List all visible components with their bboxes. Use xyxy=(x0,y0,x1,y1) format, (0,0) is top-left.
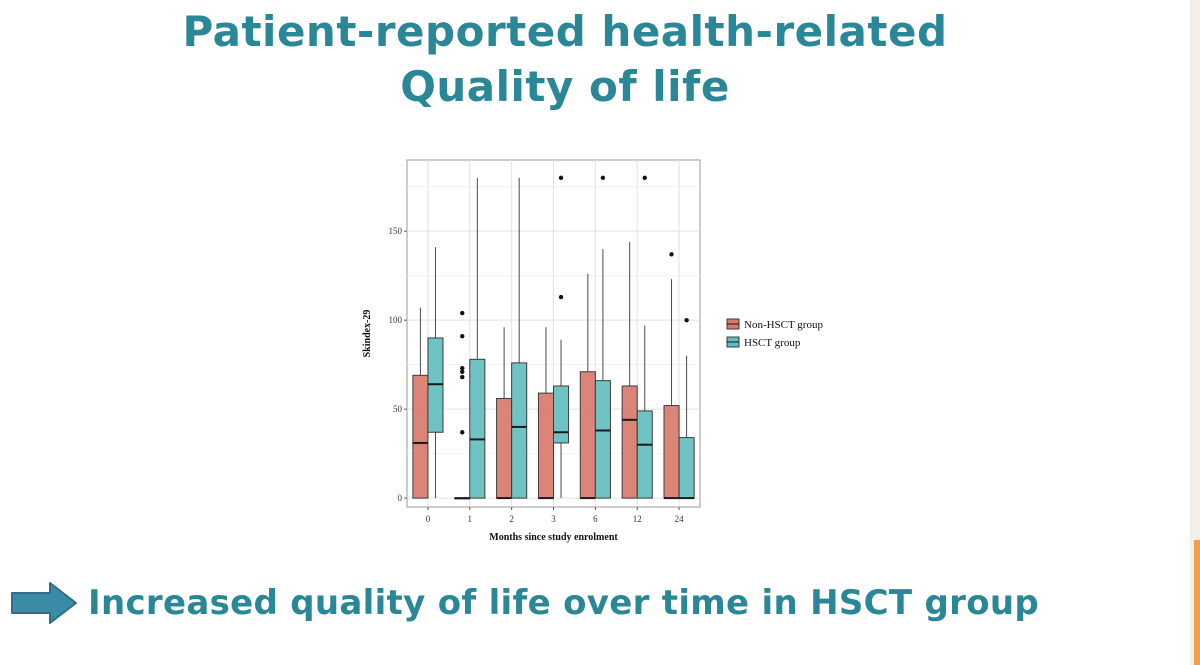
x-tick-label: 1 xyxy=(468,514,473,524)
outlier-point xyxy=(460,430,465,435)
box-iqr xyxy=(537,392,554,499)
box-iqr xyxy=(579,371,596,499)
legend-item-non-hsct: Non-HSCT group xyxy=(726,318,823,331)
non-hsct-box-6 xyxy=(579,273,596,500)
outlier-point xyxy=(460,374,465,380)
x-tick-label: 2 xyxy=(509,514,513,524)
box-iqr xyxy=(511,362,528,499)
y-tick-label: 100 xyxy=(389,315,403,325)
hsct-box-0 xyxy=(427,247,444,499)
slide-title-line-2: Quality of life xyxy=(400,62,730,111)
non-hsct-box-0 xyxy=(412,307,429,499)
hsct-box-12 xyxy=(636,175,653,499)
x-tick-label: 3 xyxy=(551,514,556,524)
x-tick-label: 6 xyxy=(593,514,598,524)
box-iqr xyxy=(594,380,611,499)
outlier-point xyxy=(600,175,606,180)
right-edge-strip xyxy=(1190,0,1200,665)
legend-label: HSCT group xyxy=(744,337,801,349)
box-iqr xyxy=(636,410,653,499)
hsct-box-6 xyxy=(594,175,611,499)
outlier-point xyxy=(460,333,465,339)
hsct-box-2 xyxy=(511,177,528,499)
hsct-box-3 xyxy=(553,175,570,499)
hsct-box-1 xyxy=(469,177,486,499)
y-tick-label: 0 xyxy=(398,493,403,503)
outlier-point xyxy=(642,175,647,180)
non-hsct-box-24 xyxy=(663,252,680,500)
legend-label: Non-HSCT group xyxy=(744,319,823,331)
non-hsct-box-2 xyxy=(496,327,513,500)
hsct-box-24 xyxy=(678,317,695,500)
outlier-point xyxy=(460,310,465,316)
box-iqr xyxy=(678,437,695,499)
non-hsct-box-3 xyxy=(537,327,554,500)
box-iqr xyxy=(663,405,680,499)
takeaway: Increased quality of life over time in H… xyxy=(10,578,1130,628)
non-hsct-box-12 xyxy=(621,241,638,499)
x-axis-title: Months since study enrolment xyxy=(489,532,618,543)
y-axis-title: Skindex-29 xyxy=(362,310,373,358)
outlier-point xyxy=(558,175,564,180)
x-tick-label: 24 xyxy=(675,514,685,524)
x-tick-label: 12 xyxy=(633,514,642,524)
right-edge-accent xyxy=(1194,540,1200,665)
box-iqr xyxy=(412,374,429,499)
takeaway-text: Increased quality of life over time in H… xyxy=(88,583,1040,623)
arrow-right-icon xyxy=(11,582,77,624)
slide-title-line-1: Patient-reported health-related xyxy=(182,7,948,56)
y-tick-label: 50 xyxy=(393,404,403,414)
outlier-point xyxy=(684,317,689,323)
y-tick-label: 150 xyxy=(389,226,403,236)
box-iqr xyxy=(496,397,513,499)
outlier-point xyxy=(460,369,465,374)
x-tick-label: 0 xyxy=(426,514,431,524)
slide-title: Patient-reported health-related Quality … xyxy=(0,4,1130,114)
box-iqr xyxy=(553,385,570,444)
outlier-point xyxy=(669,252,674,257)
outlier-point xyxy=(460,366,465,371)
legend-item-hsct: HSCT group xyxy=(726,336,801,349)
box-iqr xyxy=(469,358,486,499)
outlier-point xyxy=(558,294,564,300)
box-iqr xyxy=(621,385,638,499)
